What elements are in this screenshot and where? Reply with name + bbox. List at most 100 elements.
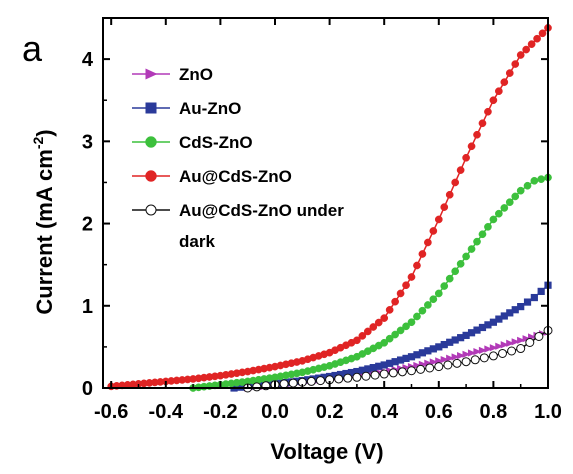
data-point: [445, 274, 454, 283]
data-point: [413, 312, 421, 321]
data-point: [374, 318, 383, 327]
data-point: [495, 209, 503, 218]
data-point: [391, 330, 399, 339]
data-point: [429, 227, 438, 235]
data-point: [523, 181, 532, 190]
data-point: [396, 326, 405, 335]
data-point: [440, 282, 449, 290]
data-point: [347, 368, 356, 377]
data-point: [446, 354, 455, 362]
data-point: [489, 344, 498, 352]
plot-frame: [102, 17, 549, 389]
data-point: [406, 366, 416, 376]
y-axis-label-sup: -2: [30, 137, 46, 150]
data-point: [402, 322, 410, 331]
data-point: [380, 361, 388, 369]
data-point: [386, 359, 394, 367]
data-point: [369, 323, 378, 331]
data-point: [429, 295, 438, 304]
legend-marker: [145, 68, 158, 80]
data-point: [484, 222, 492, 231]
data-point: [331, 371, 339, 380]
axes-group: -0.6 -0.4 -0.2 0.0 0.2 0.4 0.6 0.8 1.0 0 1 2 3 4: [82, 17, 562, 423]
data-point: [379, 369, 389, 379]
data-point: [418, 349, 427, 357]
data-point: [488, 351, 498, 361]
data-point: [495, 315, 503, 323]
data-point: [375, 362, 383, 370]
data-point: [507, 346, 517, 356]
y-tick-label: 2: [82, 214, 93, 236]
data-point: [495, 87, 503, 96]
data-point: [516, 344, 526, 354]
data-point: [353, 336, 361, 345]
data-point: [288, 378, 298, 388]
data-point: [467, 245, 476, 253]
data-point: [413, 361, 422, 370]
data-point: [416, 364, 426, 374]
data-point: [484, 107, 492, 116]
data-point: [511, 338, 520, 346]
data-point: [538, 29, 547, 38]
data-point: [461, 357, 471, 367]
data-point: [279, 379, 289, 389]
data-point: [385, 334, 394, 343]
data-point: [334, 374, 344, 384]
data-point: [320, 373, 328, 381]
data-point: [537, 287, 545, 295]
legend: ZnO Au-ZnO CdS-ZnO Au@CdS-ZnO Au@CdS-ZnO und…: [132, 65, 344, 251]
data-point: [511, 306, 519, 314]
data-point: [380, 338, 389, 347]
data-point: [497, 348, 507, 358]
data-point: [440, 203, 449, 211]
data-point: [352, 372, 362, 382]
data-point: [440, 340, 448, 349]
data-point: [451, 267, 460, 276]
data-point: [252, 382, 262, 392]
y-axis-label-main: Current (mA cm: [32, 149, 57, 314]
data-point: [397, 367, 407, 377]
data-point: [402, 281, 410, 290]
legend-label-continued: dark: [179, 232, 215, 251]
data-point: [361, 371, 371, 381]
data-point: [440, 355, 449, 364]
legend-label: ZnO: [179, 65, 213, 84]
data-point: [385, 306, 394, 314]
legend-marker: [145, 136, 157, 148]
data-point: [478, 119, 487, 128]
data-point: [522, 45, 531, 54]
y-tick-label: 3: [82, 131, 93, 153]
data-point: [505, 198, 514, 207]
data-point: [462, 331, 470, 339]
data-point: [452, 358, 462, 368]
data-point: [363, 327, 372, 336]
data-point: [396, 289, 405, 298]
data-point: [500, 341, 509, 349]
x-tick-label: 0.8: [479, 401, 507, 423]
data-point: [473, 237, 481, 246]
data-point: [467, 329, 476, 337]
data-point: [462, 350, 471, 358]
data-point: [473, 326, 481, 334]
data-point: [473, 348, 482, 356]
data-point: [506, 309, 514, 317]
y-axis-label-close: ): [32, 129, 57, 136]
data-point: [435, 343, 443, 351]
data-point: [534, 331, 544, 341]
data-point: [315, 376, 325, 386]
data-point: [479, 353, 489, 363]
data-point: [516, 51, 525, 59]
legend-item: CdS-ZnO: [132, 133, 253, 152]
legend-label: Au-ZnO: [179, 99, 241, 118]
data-point: [407, 273, 416, 281]
data-point: [533, 34, 541, 43]
data-point: [380, 314, 389, 322]
data-point: [537, 175, 546, 184]
data-point: [413, 351, 421, 359]
data-point: [523, 298, 532, 306]
data-point: [342, 369, 350, 378]
data-point: [505, 69, 514, 77]
data-point: [445, 190, 454, 199]
data-point: [343, 373, 353, 383]
data-point: [407, 318, 416, 327]
